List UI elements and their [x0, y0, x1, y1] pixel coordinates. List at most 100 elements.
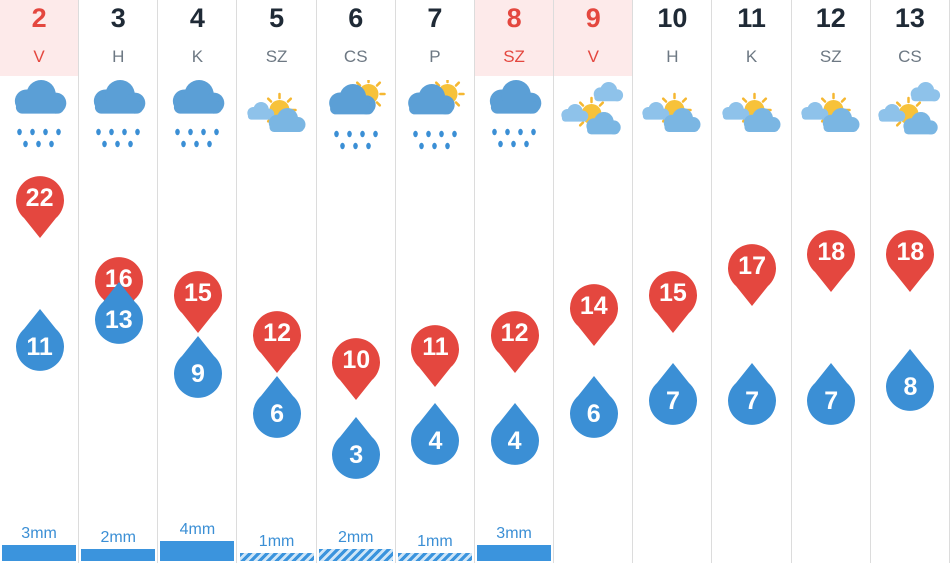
day-column[interactable]: 11 K 17 7: [713, 0, 792, 563]
high-temp-value: 15: [184, 278, 212, 307]
day-column[interactable]: 12 SZ 18 7: [792, 0, 871, 563]
low-temp-value: 7: [745, 386, 760, 415]
day-column[interactable]: 8 SZ 12 4 3mm: [475, 0, 555, 563]
low-temp-value: 9: [190, 359, 205, 388]
day-column[interactable]: 2 V 22 11 3mm: [0, 0, 80, 563]
precip-bar: [477, 545, 552, 561]
precip-amount: 2mm: [337, 529, 374, 546]
day-name: SZ: [503, 47, 525, 66]
precip-bar: [318, 549, 393, 561]
low-temp-marker: 7: [645, 361, 701, 432]
day-number: 10: [657, 3, 688, 33]
day-name: H: [666, 47, 679, 66]
low-temp-marker: 6: [566, 374, 622, 445]
low-temp-marker: 11: [12, 307, 68, 378]
precip-amount: 4mm: [179, 521, 216, 538]
day-column[interactable]: 10 H 15 7: [633, 0, 713, 563]
low-temp-value: 4: [507, 427, 522, 456]
day-number: 8: [506, 3, 522, 33]
high-temp-marker: 22: [12, 174, 68, 245]
high-temp-marker: 10: [328, 336, 384, 407]
rain-cloud-icon: [0, 80, 79, 157]
low-temp-marker: 7: [803, 361, 859, 432]
high-temp-value: 10: [342, 346, 371, 375]
low-temp-value: 6: [586, 400, 601, 429]
high-temp-value: 12: [263, 319, 291, 348]
high-temp-marker: 14: [566, 282, 622, 353]
mostly-cloudy-sun-icon: [554, 80, 633, 157]
day-column[interactable]: 13 CS 18 8: [871, 0, 950, 563]
day-column[interactable]: 9 V 14 6: [554, 0, 634, 563]
sun-cloud-rain-icon: [396, 76, 475, 157]
day-number: 3: [110, 3, 126, 33]
partly-cloudy-icon: [713, 80, 792, 157]
precip-amount: 3mm: [496, 525, 532, 542]
low-temp-marker: 6: [249, 374, 305, 445]
day-header: 4 K: [158, 0, 236, 76]
precip-bar: [81, 549, 156, 561]
day-column[interactable]: 3 H 16 13 2mm: [79, 0, 159, 563]
day-column[interactable]: 7 P 11 4 1mm: [396, 0, 475, 563]
partly-cloudy-icon: [633, 80, 712, 157]
rain-cloud-icon: [475, 80, 554, 157]
low-temp-marker: 3: [328, 415, 384, 486]
day-name: K: [191, 47, 204, 66]
high-temp-value: 18: [817, 238, 846, 267]
day-name: V: [33, 47, 45, 66]
high-temp-value: 22: [25, 184, 54, 212]
low-temp-marker: 13: [91, 280, 147, 351]
precip-bar: [160, 541, 235, 561]
high-temp-marker: 15: [170, 269, 226, 340]
rain-cloud-icon: [79, 80, 158, 157]
day-header: 6 CS: [317, 0, 395, 76]
sun-cloud-rain-icon: [317, 76, 396, 157]
rain-cloud-icon: [158, 80, 237, 157]
precip-amount: 1mm: [417, 533, 453, 550]
low-temp-value: 3: [349, 441, 364, 469]
day-header: 12 SZ: [792, 0, 870, 76]
day-header: 8 SZ: [475, 0, 554, 76]
day-name: K: [745, 47, 758, 66]
mostly-cloudy-sun-icon: [871, 80, 950, 157]
high-temp-marker: 17: [724, 242, 780, 313]
partly-cloudy-icon: [238, 80, 317, 157]
day-number: 6: [348, 3, 364, 33]
day-header: 10 H: [633, 0, 711, 76]
day-name: SZ: [265, 47, 288, 66]
high-temp-marker: 12: [487, 309, 543, 380]
low-temp-value: 4: [428, 427, 443, 456]
partly-cloudy-icon: [792, 80, 871, 157]
day-name: V: [587, 47, 599, 66]
day-name: H: [112, 47, 125, 66]
day-name: SZ: [819, 47, 842, 66]
high-temp-value: 15: [659, 278, 687, 307]
low-temp-marker: 4: [407, 401, 463, 472]
day-number: 11: [737, 3, 766, 33]
day-number: 4: [189, 3, 205, 33]
day-column[interactable]: 6 CS 10 3 2mm: [317, 0, 396, 563]
day-number: 7: [427, 3, 443, 33]
high-temp-value: 17: [738, 251, 766, 280]
day-name: CS: [343, 47, 368, 66]
day-column[interactable]: 4 K 15 9 4mm: [158, 0, 238, 563]
precip-bar: [2, 545, 77, 561]
day-header: 2 V: [0, 0, 79, 76]
day-name: CS: [898, 47, 922, 66]
day-header: 9 V: [554, 0, 633, 76]
day-number: 2: [31, 3, 47, 33]
high-temp-marker: 15: [645, 269, 701, 340]
day-column[interactable]: 5 SZ 12 6 1mm: [238, 0, 317, 563]
high-temp-marker: 12: [249, 309, 305, 380]
low-temp-marker: 9: [170, 334, 226, 405]
low-temp-value: 11: [26, 332, 53, 361]
high-temp-marker: 18: [803, 228, 859, 299]
low-temp-value: 6: [270, 400, 285, 429]
day-name: P: [429, 47, 441, 66]
day-header: 5 SZ: [238, 0, 316, 76]
low-temp-value: 7: [665, 386, 680, 415]
day-header: 13 CS: [871, 0, 949, 76]
low-temp-value: 7: [824, 386, 839, 415]
precip-amount: 1mm: [258, 533, 295, 550]
low-temp-marker: 8: [882, 347, 938, 418]
